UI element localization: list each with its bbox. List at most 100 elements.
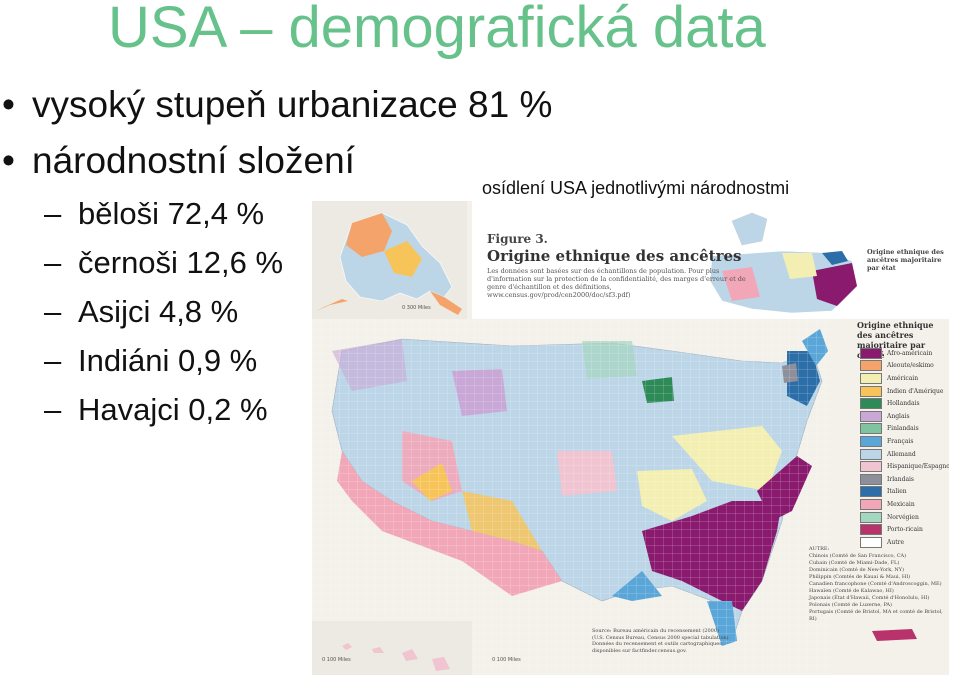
legend-item: Anglais (860, 410, 949, 423)
legend-swatch (860, 410, 882, 422)
bullet-dot: • (2, 140, 15, 181)
legend-swatch (860, 524, 882, 536)
inset-southwest (722, 267, 760, 301)
legend-label: Américain (887, 374, 919, 382)
legend-label: Anglais (887, 412, 910, 420)
legend-swatch (860, 423, 882, 435)
sub-item-hawaiians: – Havajci 0,2 % (44, 392, 268, 428)
legend-item: Indien d'Amérique (860, 385, 949, 398)
inset-appalachia (782, 253, 817, 279)
autre-line: Japonais (État d'Hawaii, Comté d'Honolul… (809, 595, 930, 601)
map-legend: Afro-américain Aleoute/eskimo Américain Ind… (860, 347, 949, 549)
legend-item: Aleoute/eskimo (860, 360, 949, 373)
alaska-region-aleut (346, 213, 392, 257)
legend-label: Indien d'Amérique (887, 387, 944, 395)
figure-label: Figure 3. (487, 232, 548, 246)
sub-item-text: Indiáni 0,9 % (78, 343, 258, 378)
legend-swatch (860, 448, 882, 460)
legend-item: Américain (860, 372, 949, 385)
aleutian-islands (316, 299, 348, 311)
legend-label: Français (887, 437, 914, 445)
legend-item: Hollandais (860, 397, 949, 410)
autre-line: Polonais (Comté de Luzerne, PA) (809, 602, 892, 608)
legend-swatch (860, 498, 882, 510)
map-caption: osídlení USA jednotlivými národnostmi (482, 178, 790, 198)
dash: – (44, 294, 62, 329)
legend-label: Hollandais (887, 400, 920, 408)
autre-line: Cubain (Comté de Miami-Dade, FL) (809, 560, 900, 566)
sub-item-text: černoši 12,6 % (78, 245, 284, 280)
sub-item-text: Havajci 0,2 % (78, 392, 268, 427)
legend-label: Norvégien (887, 513, 919, 521)
legend-item: Norvégien (860, 511, 949, 524)
legend-swatch (860, 473, 882, 485)
legend-item: Hispanique/Espagnol (860, 460, 949, 473)
legend-label: Irlandais (887, 475, 915, 483)
legend-label: Finlandais (887, 425, 919, 433)
legend-label: Porto-ricain (887, 526, 923, 534)
figure-title: Origine ethnique des ancêtres (487, 247, 742, 265)
legend-label: Autre (887, 538, 905, 546)
puerto-rico-inset (872, 629, 917, 641)
map-graphic (312, 201, 949, 675)
source-line: Données du recensement et outils cartogr… (592, 641, 722, 648)
legend-swatch (860, 360, 882, 372)
hawaii-islands (342, 643, 450, 671)
legend-swatch (860, 461, 882, 473)
source-line: (U.S. Census Bureau, Census 2000 special… (592, 634, 729, 641)
legend-label: Aleoute/eskimo (887, 362, 934, 370)
sub-item-text: běloši 72,4 % (78, 196, 265, 231)
bullet-dot: • (2, 84, 15, 125)
bullet-text: vysoký stupeň urbanizace 81 % (32, 84, 553, 125)
alaska-region-indian (384, 241, 422, 277)
sub-item-text: Asijci 4,8 % (78, 294, 239, 329)
other-origins-note: AUTRE: Chinois (Comté de San Francisco, C… (809, 546, 947, 623)
legend-swatch (860, 398, 882, 410)
legend-item: Porto-ricain (860, 523, 949, 536)
inset-southeast (812, 263, 857, 306)
legend-item: Français (860, 435, 949, 448)
scale-hawaii: 0 100 Miles (322, 657, 351, 663)
legend-item: Irlandais (860, 473, 949, 486)
slide-title: USA – demografická data (108, 0, 766, 60)
legend-item: Mexicain (860, 498, 949, 511)
sub-item-indians: – Indiáni 0,9 % (44, 343, 257, 379)
scale-main: 0 100 Miles (492, 657, 521, 663)
inset-title: Origine ethnique des ancêtres majoritair… (867, 248, 944, 272)
dash: – (44, 392, 62, 427)
map-source-note: Source: Bureau américain du recensement … (592, 628, 742, 654)
sub-item-asians: – Asijci 4,8 % (44, 294, 238, 330)
legend-swatch (860, 372, 882, 384)
bullet-nationality: • národnostní složení (0, 140, 355, 182)
legend-swatch (860, 347, 882, 359)
legend-swatch (860, 486, 882, 498)
autre-line: Chinois (Comté de San Francisco, CA) (809, 553, 907, 559)
autre-line: Canadien francophone (Comté d'Androscogg… (809, 581, 942, 587)
legend-item: Finlandais (860, 423, 949, 436)
sub-item-whites: – běloši 72,4 % (44, 196, 264, 232)
inset-state-hawaii-ak (731, 212, 768, 246)
legend-swatch (860, 511, 882, 523)
legend-label: Hispanique/Espagnol (887, 463, 949, 471)
inset-northeast (822, 251, 848, 265)
dash: – (44, 343, 62, 378)
autre-line: Portugais (Comté de Bristol, MA et comté… (809, 609, 943, 622)
dash: – (44, 196, 62, 231)
header-panel (472, 201, 949, 319)
legend-label: Afro-américain (887, 349, 933, 357)
legend-label: Italien (887, 488, 907, 496)
scale-alaska: 0 300 Miles (402, 305, 431, 311)
legend-item: Allemand (860, 448, 949, 461)
figure-note: Les données sont basées sur des échantil… (487, 267, 746, 299)
ethnic-origin-map: Figure 3. Origine ethnique des ancêtres … (312, 201, 949, 675)
source-line: Source: Bureau américain du recensement … (592, 628, 719, 634)
legend-item: Autre (860, 536, 949, 549)
alaska-panhandle (430, 291, 462, 315)
legend-swatch (860, 536, 882, 548)
legend-label: Mexicain (887, 500, 915, 508)
legend-label: Allemand (887, 450, 916, 458)
source-line: disponibles sur factfinder.census.gov. (592, 647, 687, 654)
bullet-text: národnostní složení (32, 140, 355, 181)
county-grid (312, 319, 832, 675)
autre-line: Dominicain (Comté de New-York, NY) (809, 567, 905, 573)
